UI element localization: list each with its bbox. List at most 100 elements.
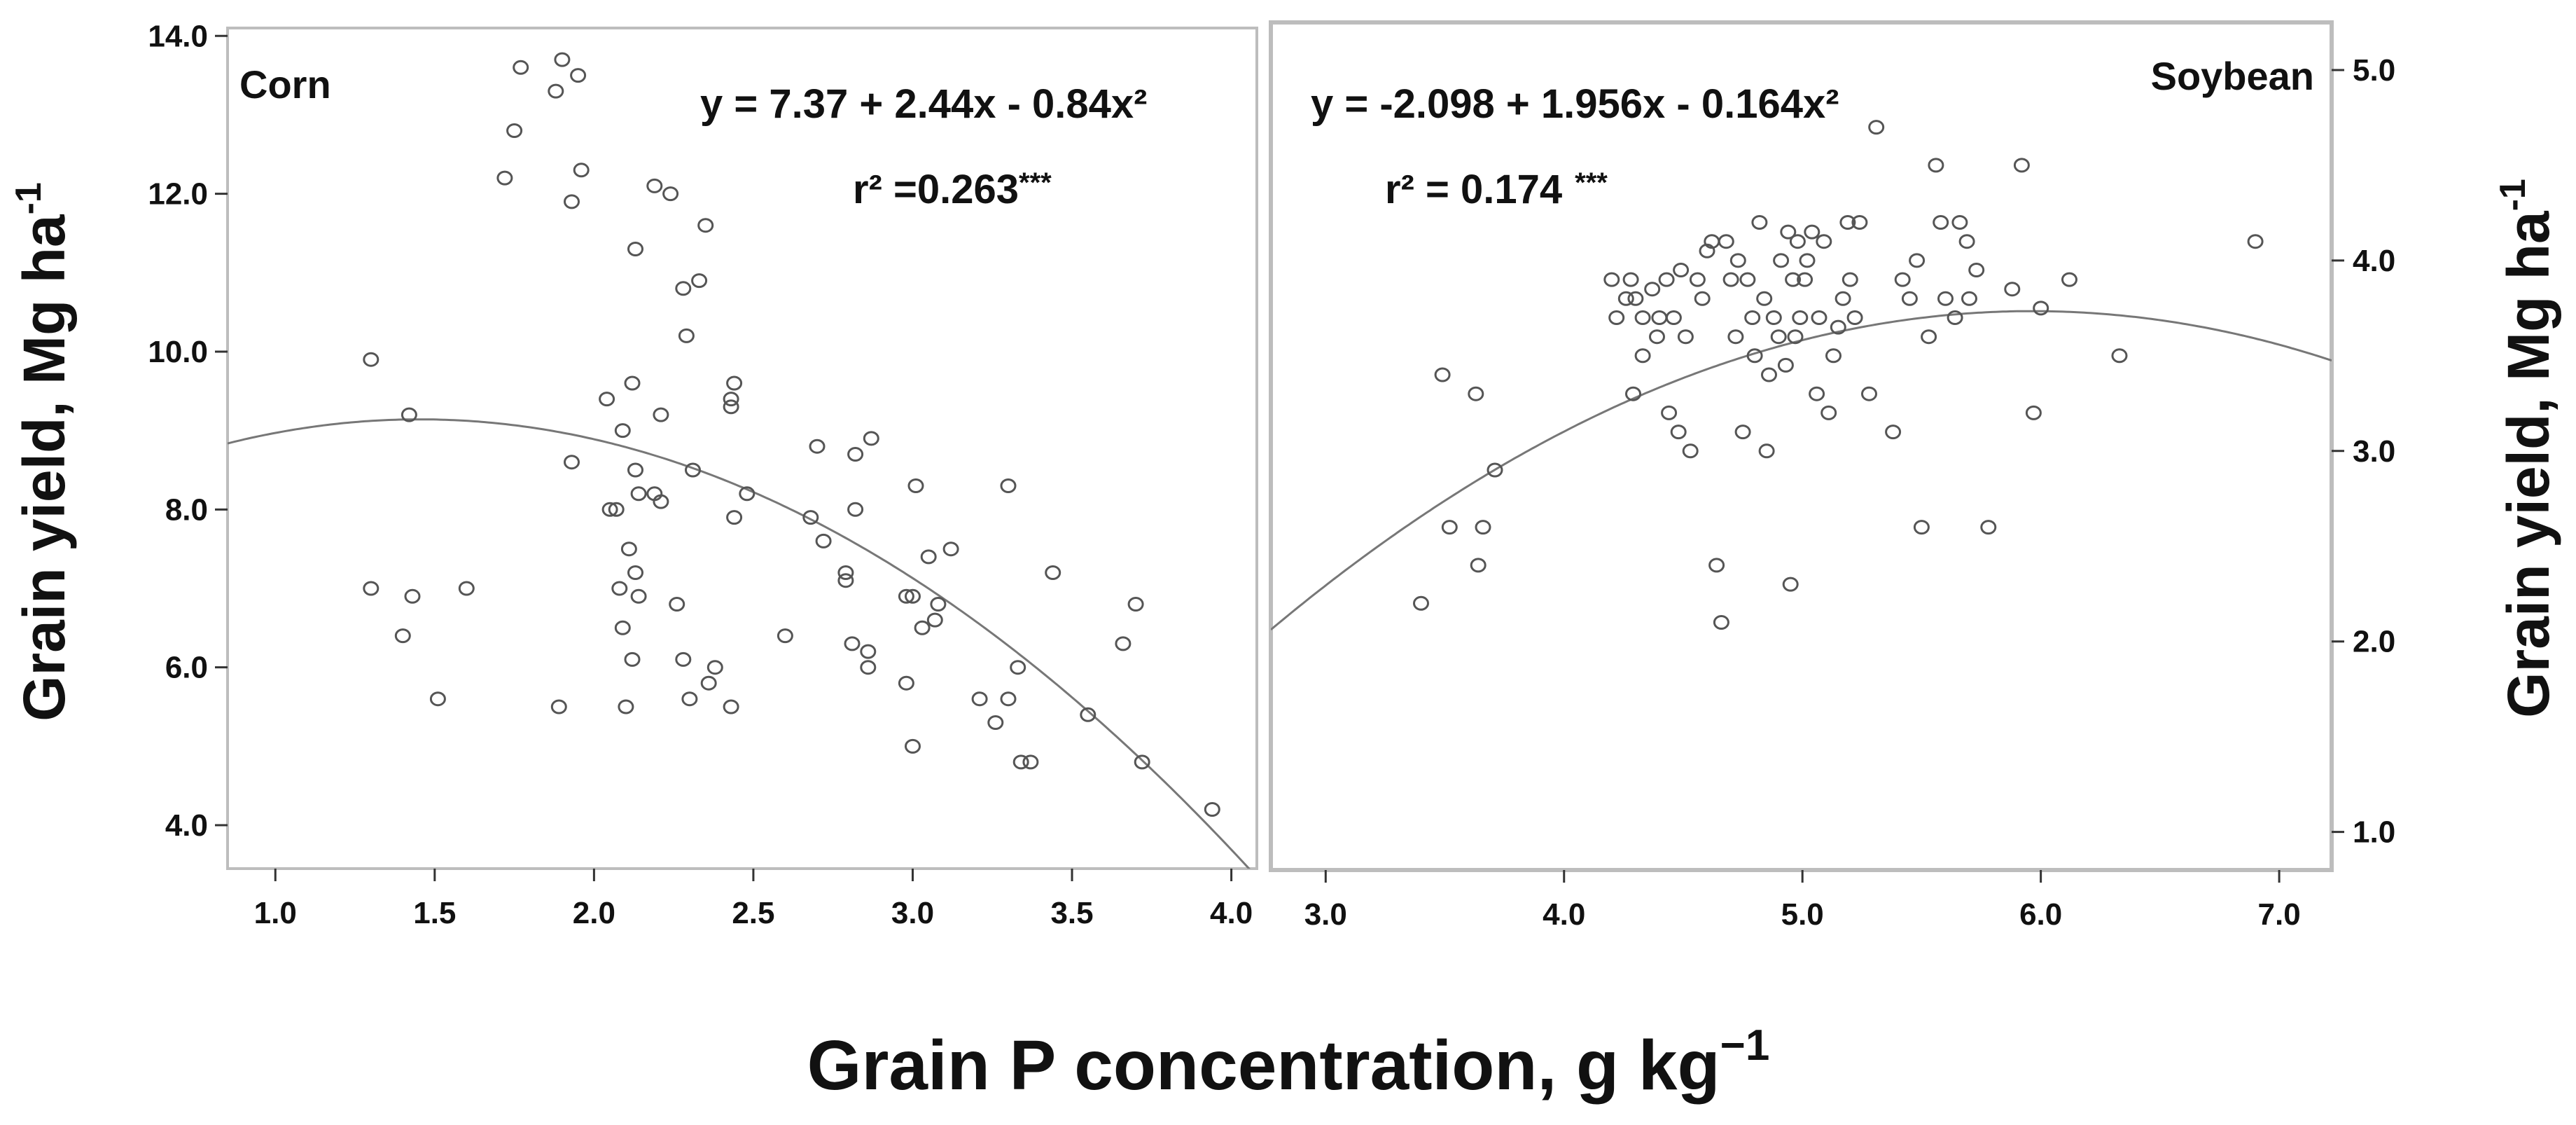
soybean-data-point [1413,595,1429,611]
corn-data-point [1127,597,1144,612]
soybean-data-point [1622,272,1639,287]
corn-y-tick-label: 6.0 [165,651,208,685]
corn-x-tick-label: 4.0 [1210,896,1253,930]
corn-regression-equation: y = 7.37 + 2.44x - 0.84x² [700,81,1147,127]
corn-data-point [662,186,679,202]
corn-data-point [905,738,921,754]
soybean-data-point [1770,329,1787,345]
soybean-data-point [1789,234,1806,249]
corn-y-tick-label: 14.0 [148,19,208,53]
soybean-data-point [1718,234,1734,249]
corn-data-point [496,170,513,186]
soybean-data-point [2111,348,2128,364]
corn-data-point [506,123,523,138]
corn-y-tick-label: 4.0 [165,808,208,843]
soybean-data-point [1689,272,1706,287]
soybean-data-point [1958,234,1975,249]
corn-data-point [1045,565,1061,580]
soybean-panel-title: Soybean [2151,54,2314,98]
soybean-data-point [1792,310,1809,325]
soybean-data-point [1468,386,1484,401]
corn-data-point [697,218,714,233]
corn-x-tick-label: 1.0 [254,896,297,930]
soybean-x-tick-label: 5.0 [1781,897,1824,932]
soybean-data-point [1756,291,1773,306]
soybean-data-point [1758,443,1775,459]
soybean-data-point [1787,329,1804,345]
corn-data-point [942,541,959,557]
corn-r-squared-value: r² =0.263 [853,167,1019,212]
soybean-x-tick-label: 6.0 [2019,897,2062,932]
corn-data-points [363,52,1220,817]
x-axis-title-main: Grain P concentration, g kg [807,1026,1720,1105]
left-y-axis-title: Grain yield, Mg ha-1 [8,182,77,722]
soybean-data-point [1670,425,1687,440]
right-y-axis-title-main: Grain yield, Mg ha [2495,210,2561,718]
soybean-data-point [1868,120,1885,135]
corn-x-tick-label: 3.5 [1050,896,1093,930]
soybean-data-point [1441,520,1458,535]
corn-data-point [930,597,947,612]
corn-data-point [513,60,529,75]
corn-plot-frame [226,27,1258,870]
corn-data-point [837,573,854,588]
soybean-data-point [2033,301,2049,316]
corn-data-point [847,502,864,517]
corn-data-point [630,486,647,502]
soybean-data-point [1739,272,1756,287]
soybean-y-tick-label: 5.0 [2353,53,2395,88]
soybean-data-point [1846,310,1863,325]
corn-data-point [920,549,937,565]
soybean-data-point [1885,425,1902,440]
soybean-y-tick-label: 3.0 [2353,434,2395,469]
corn-data-point [837,565,854,580]
corn-data-point [777,628,793,644]
corn-data-point [987,715,1004,730]
corn-y-tick-label: 8.0 [165,492,208,527]
soybean-data-point [1608,310,1625,325]
corn-data-point [550,699,567,715]
soybean-data-point [1713,615,1729,630]
corn-data-point [624,651,641,667]
soybean-data-point [1773,253,1790,268]
corn-data-point [844,636,861,651]
soybean-data-point [1744,310,1761,325]
soybean-data-point [1603,272,1620,287]
soybean-data-point [1830,319,1846,335]
soybean-x-axis: 3.0 4.0 5.0 6.0 7.0 [1304,870,2301,932]
corn-data-point [860,644,877,659]
corn-data-point [1115,636,1132,651]
corn-panel: 4.0 6.0 8.0 10.0 12.0 14.0 1.0 1.5 2.0 2.5 3.0 3.5… [148,19,1258,930]
corn-data-point [1022,754,1039,770]
soybean-data-point [1951,215,1968,230]
soybean-data-point [1909,253,1926,268]
corn-data-point [401,407,417,422]
corn-data-point [564,455,580,470]
soybean-data-point [1913,520,1930,535]
soybean-r-squared-value: r² = 0.174 [1385,167,1562,212]
soybean-data-point [1851,215,1868,230]
soybean-data-point [1861,386,1877,401]
soybean-data-point [1797,272,1813,287]
corn-data-point [653,494,669,509]
corn-data-point [1012,754,1029,770]
soybean-data-point [1811,310,1827,325]
corn-x-tick-label: 2.0 [573,896,615,930]
soybean-data-point [1785,272,1802,287]
corn-data-point [624,375,641,391]
corn-data-point [1000,478,1017,493]
soybean-data-point [1746,348,1763,364]
soybean-panel: 1.02.03.04.05.0 3.0 4.0 5.0 6.0 7.0 Soybean … [1269,20,2395,932]
corn-data-point [429,691,446,707]
soybean-data-point [1634,310,1651,325]
corn-data-point [898,675,914,691]
soybean-data-point [1901,291,1918,306]
corn-data-point [678,328,695,343]
corn-data-point [914,620,931,635]
soybean-data-point [2247,234,2264,249]
soybean-data-point [2004,282,2021,297]
corn-data-point [675,651,692,667]
soybean-data-point [1820,405,1837,420]
corn-x-tick-label: 2.5 [732,896,774,930]
corn-data-point [1204,802,1220,817]
